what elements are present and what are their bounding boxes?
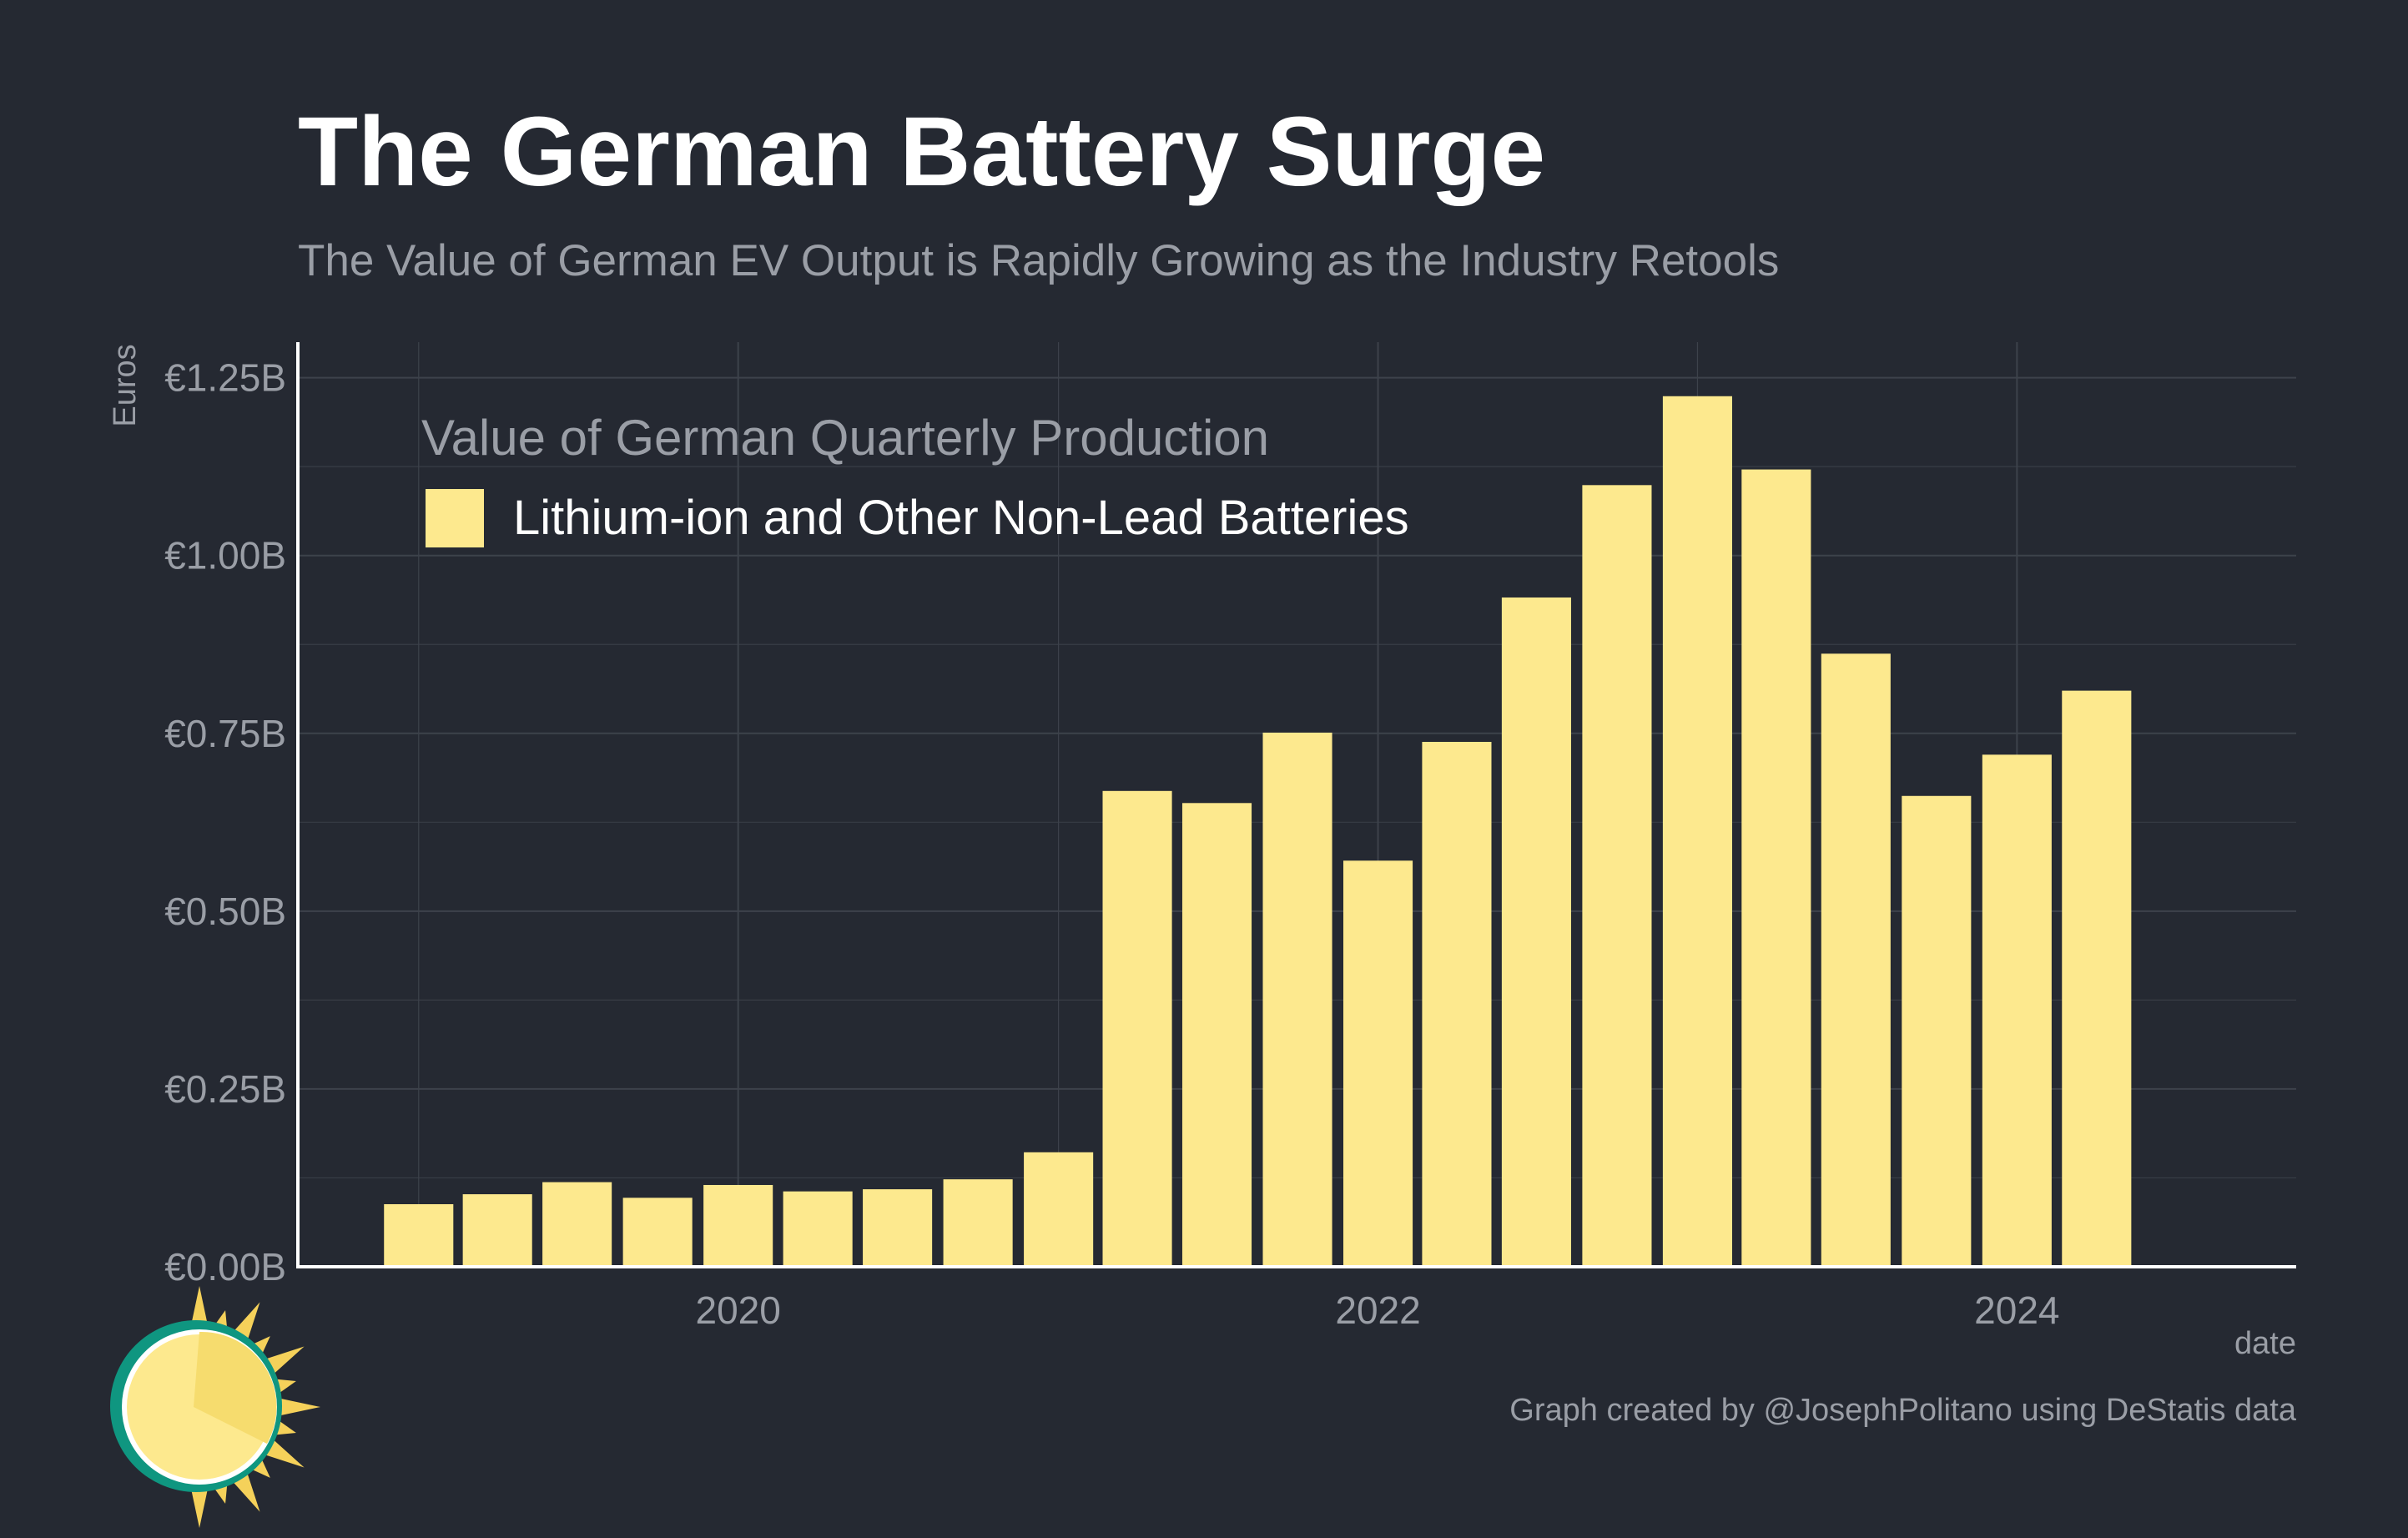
- y-tick-label: €0.00B: [164, 1245, 286, 1288]
- x-tick-label: 2020: [696, 1288, 781, 1332]
- bar: [863, 1189, 933, 1267]
- x-tick-label: 2022: [1335, 1288, 1420, 1332]
- sun-ray: [272, 1396, 320, 1418]
- bar: [1582, 485, 1652, 1267]
- caption: Graph created by @JosephPolitano using D…: [1509, 1393, 2297, 1428]
- axes: [296, 342, 2296, 1268]
- bar: [1662, 396, 1732, 1267]
- bar: [1501, 597, 1571, 1267]
- bar: [943, 1179, 1013, 1267]
- bar: [1422, 741, 1492, 1267]
- bar: [1902, 795, 1972, 1267]
- y-axis-title: Euros: [108, 344, 143, 426]
- sun-logo-icon: [110, 1286, 320, 1528]
- chart-title: The German Battery Surge: [298, 97, 1545, 207]
- x-axis-title: date: [2234, 1326, 2296, 1361]
- bar: [1181, 803, 1252, 1267]
- bar: [462, 1194, 532, 1267]
- bar: [783, 1191, 853, 1267]
- y-tick-label: €1.25B: [164, 356, 286, 400]
- bar: [703, 1184, 773, 1267]
- legend-label: Lithium-ion and Other Non-Lead Batteries: [513, 491, 1409, 545]
- x-tick-label: 2024: [1974, 1288, 2059, 1332]
- bar: [622, 1198, 693, 1267]
- bar: [384, 1203, 454, 1267]
- legend-title: Value of German Quarterly Production: [421, 410, 1269, 466]
- y-tick-labels: €0.00B €0.25B €0.50B €0.75B €1.00B €1.25B: [164, 356, 286, 1288]
- bar: [1262, 732, 1332, 1267]
- y-tick-label: €0.75B: [164, 712, 286, 755]
- y-tick-label: €0.25B: [164, 1067, 286, 1111]
- chart-subtitle: The Value of German EV Output is Rapidly…: [298, 236, 1779, 285]
- y-tick-label: €1.00B: [164, 534, 286, 577]
- bar: [1982, 754, 2052, 1267]
- bar: [1821, 653, 1891, 1267]
- bar: [2062, 690, 2132, 1267]
- bar: [542, 1182, 612, 1267]
- y-tick-label: €0.50B: [164, 890, 286, 933]
- bar: [1343, 860, 1413, 1267]
- bars: [384, 396, 2132, 1267]
- x-tick-labels: 2020 2022 2024: [696, 1288, 2060, 1332]
- legend: Value of German Quarterly Production Lit…: [421, 410, 1409, 547]
- bar: [1102, 790, 1172, 1267]
- legend-swatch: [426, 489, 484, 547]
- bar: [1741, 469, 1811, 1267]
- bar: [1024, 1152, 1094, 1267]
